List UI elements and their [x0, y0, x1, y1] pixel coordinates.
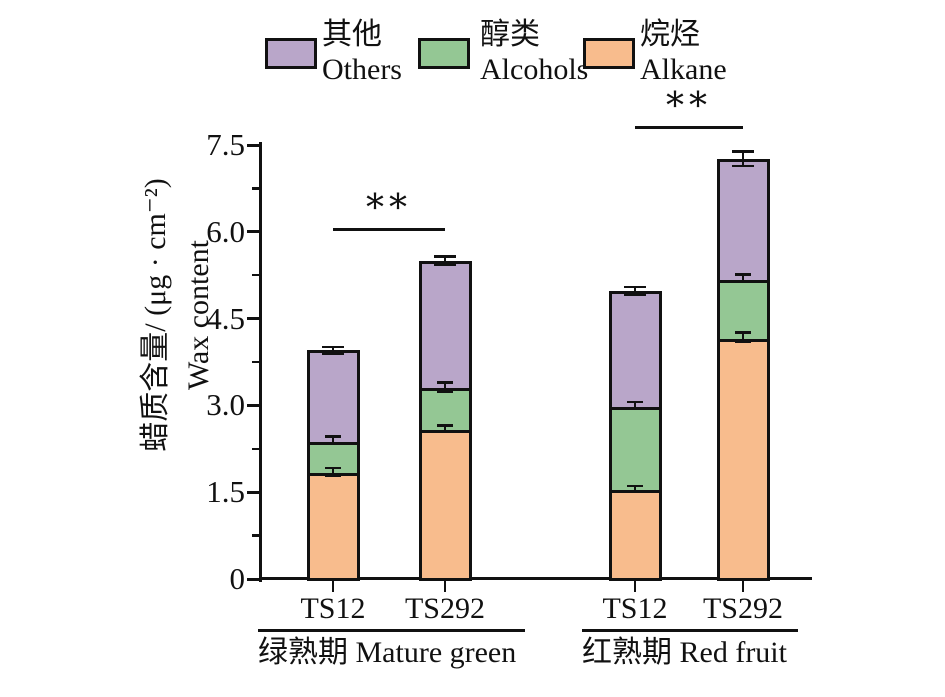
bar-mature-green-ts292 [418, 260, 472, 581]
y-major-tick [247, 143, 260, 147]
y-axis-line [259, 142, 262, 582]
significance-line [333, 228, 445, 232]
group-underline [258, 629, 525, 632]
error-bar-cap [627, 490, 643, 493]
legend-label-alcohols: 醇类 Alcohols [480, 17, 588, 87]
error-bar-line [443, 425, 447, 432]
segment-alcohols [611, 408, 659, 492]
y-tick-label: 4.5 [206, 300, 245, 336]
x-bar-label-mature-green-ts292: TS292 [404, 592, 485, 625]
legend-label-alkane-en: Alkane [640, 53, 727, 86]
error-bar-cap [437, 381, 453, 384]
legend-label-alkane: 烷烃 Alkane [640, 17, 727, 87]
x-tick [741, 580, 745, 592]
legend-label-alcohols-cn: 醇类 [480, 18, 540, 51]
x-bar-label-red-fruit-ts292: TS292 [702, 592, 783, 625]
segment-others [309, 353, 357, 444]
legend-swatch-alkane [583, 38, 635, 69]
error-bar-line [741, 274, 745, 283]
error-bar-cap [732, 164, 754, 168]
y-major-tick [247, 403, 260, 407]
error-bar-cap [322, 345, 344, 349]
error-bar-line [633, 485, 637, 492]
y-minor-tick [252, 534, 260, 537]
error-bar-cap [434, 255, 456, 258]
x-bar-label-mature-green-ts12: TS12 [300, 592, 366, 625]
y-major-tick [247, 317, 260, 321]
legend-label-alkane-cn: 烷烃 [640, 18, 700, 51]
y-tick-label: 7.5 [206, 127, 245, 162]
legend-swatch-others [265, 38, 317, 69]
segment-others [719, 161, 767, 282]
significance-label: ** [366, 188, 412, 230]
y-major-tick [247, 230, 260, 234]
legend-label-alcohols-en: Alcohols [480, 53, 589, 86]
error-bar-cap [325, 435, 341, 438]
error-bar-cap [624, 285, 646, 289]
y-minor-tick [252, 447, 260, 451]
bar-red-fruit-ts12 [608, 290, 662, 581]
error-bar-cap [735, 331, 751, 334]
error-bar-cap [434, 263, 456, 267]
y-minor-tick [252, 273, 260, 277]
legend-label-others-cn: 其他 [322, 18, 382, 51]
x-bar-label-red-fruit-ts12: TS12 [602, 592, 668, 625]
segment-alcohols [719, 281, 767, 341]
error-bar-cap [627, 400, 643, 404]
group-label: 红熟期 Red fruit [582, 636, 787, 669]
x-tick [633, 580, 637, 592]
error-bar-cap [627, 484, 643, 488]
error-bar-line [331, 346, 335, 354]
y-minor-tick [252, 187, 260, 190]
error-bar-line [741, 332, 745, 342]
error-bar-cap [735, 280, 751, 284]
legend-label-others: 其他 Others [322, 17, 402, 87]
bar-mature-green-ts12 [306, 350, 360, 581]
error-bar-line [633, 286, 637, 295]
y-tick-label: 6.0 [206, 213, 245, 249]
error-bar-cap [624, 293, 646, 296]
error-bar-line [443, 256, 447, 266]
error-bar-cap [325, 442, 341, 446]
x-axis-line [259, 577, 812, 580]
x-tick [443, 580, 447, 592]
segment-others [421, 263, 469, 390]
error-bar-line [741, 151, 745, 167]
significance-label: ** [666, 86, 712, 128]
error-bar-line [331, 467, 335, 476]
y-major-tick [247, 490, 260, 494]
error-bar-cap [325, 474, 341, 477]
y-tick-label: 1.5 [206, 474, 245, 510]
error-bar-cap [732, 150, 754, 153]
error-bar-cap [627, 407, 643, 410]
significance-line [635, 126, 743, 130]
error-bar-cap [437, 390, 453, 393]
y-major-tick [247, 577, 260, 581]
group-underline [582, 629, 798, 632]
legend-swatch-alcohols [418, 38, 470, 69]
legend-label-others-en: Others [322, 53, 402, 86]
segment-others [611, 293, 659, 409]
x-tick [331, 580, 335, 592]
group-label: 绿熟期 Mature green [258, 636, 517, 669]
y-tick-label: 3.0 [206, 387, 245, 423]
error-bar-cap [735, 340, 751, 343]
error-bar-line [633, 401, 637, 409]
error-bar-line [331, 436, 335, 445]
error-bar-cap [437, 430, 453, 434]
y-tick-label: 0 [229, 561, 246, 596]
error-bar-line [443, 382, 447, 392]
error-bar-cap [325, 466, 341, 470]
error-bar-cap [322, 352, 344, 355]
y-minor-tick [252, 360, 260, 364]
error-bar-cap [437, 424, 453, 427]
bar-red-fruit-ts292 [716, 158, 770, 581]
error-bar-cap [735, 273, 751, 276]
